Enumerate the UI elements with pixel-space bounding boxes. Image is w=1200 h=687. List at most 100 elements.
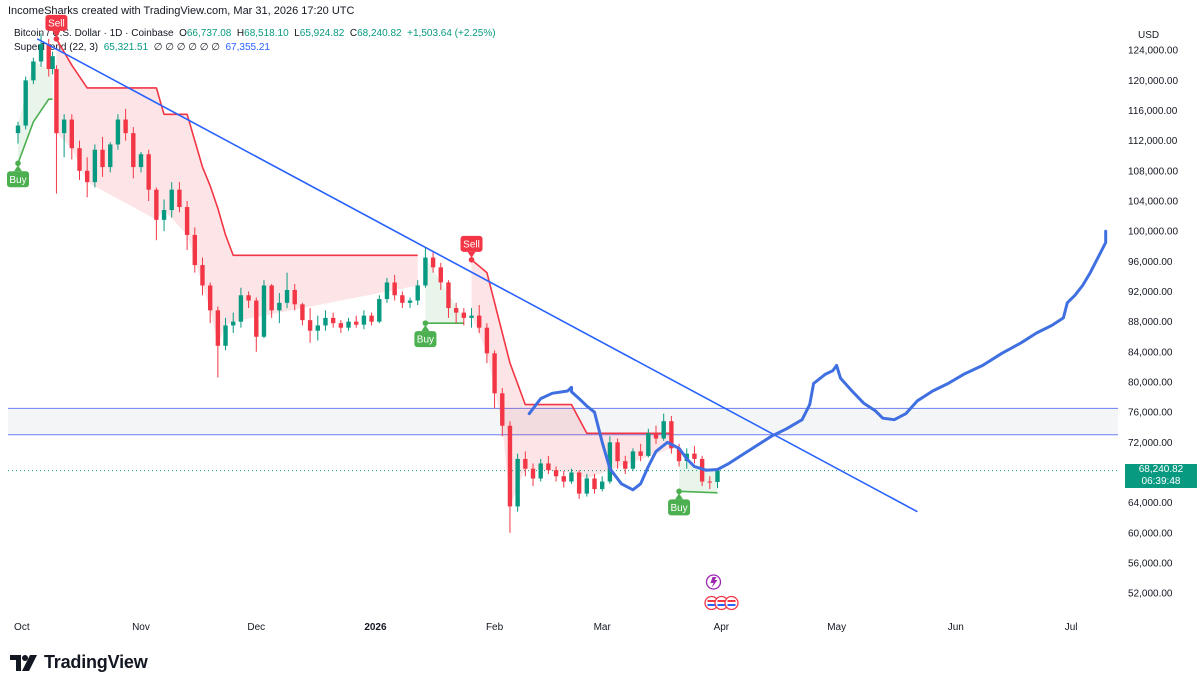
candle-body-65 xyxy=(507,425,513,507)
candle-body-42 xyxy=(330,317,336,324)
indicator-placeholders: ∅ ∅ ∅ ∅ ∅ ∅ xyxy=(153,42,220,53)
alert-bolt-icon xyxy=(710,577,718,588)
signal-dot-1 xyxy=(53,36,60,42)
signal-box-2 xyxy=(414,331,437,348)
resistance-zone-layer xyxy=(8,407,1118,436)
candle-body-58 xyxy=(453,308,459,313)
y-tick-label-1: 56,000.00 xyxy=(1128,558,1173,569)
indicator-value-1: 65,321.51 xyxy=(103,42,149,53)
signal-dot-4 xyxy=(676,488,682,495)
candle-body-4 xyxy=(46,44,51,70)
tradingview-logo: TradingView xyxy=(10,652,148,673)
candle-body-69 xyxy=(538,463,543,479)
brand-name: TradingView xyxy=(44,652,148,672)
candle-body-48 xyxy=(377,299,382,322)
signal-label-0: Buy xyxy=(9,175,26,186)
signal-dot-0 xyxy=(15,160,21,167)
candle-body-10 xyxy=(84,170,90,183)
candle-body-31 xyxy=(246,295,251,301)
candle-body-15 xyxy=(123,119,128,134)
candle-body-87 xyxy=(676,448,682,462)
trendline xyxy=(36,38,918,513)
candle-body-52 xyxy=(407,300,413,303)
candle-body-18 xyxy=(146,154,151,190)
y-tick-label-5: 72,000.00 xyxy=(1128,438,1173,449)
candle-body-77 xyxy=(599,481,605,490)
candle-body-34 xyxy=(269,285,274,311)
candle-body-51 xyxy=(400,295,405,303)
candle-body-74 xyxy=(576,472,582,494)
candle-body-27 xyxy=(215,310,221,346)
candle-body-39 xyxy=(307,320,313,331)
candle-body-56 xyxy=(438,267,443,283)
high-label: H xyxy=(236,28,245,39)
candle-body-49 xyxy=(384,282,390,300)
y-tick-label-15: 112,000.00 xyxy=(1128,136,1178,147)
candle-body-44 xyxy=(346,321,351,328)
signal-pointer-3 xyxy=(467,251,476,258)
signal-label-2: Buy xyxy=(417,335,434,346)
candle-body-50 xyxy=(392,282,397,296)
y-tick-label-9: 88,000.00 xyxy=(1128,317,1173,328)
signal-dot-2 xyxy=(422,320,429,326)
symbol-name[interactable]: Bitcoin / U.S. Dollar · 1D · Coinbase xyxy=(14,28,174,39)
candle-body-70 xyxy=(546,463,551,471)
y-tick-label-0: 52,000.00 xyxy=(1128,589,1173,600)
supertrend-line-1 xyxy=(55,38,418,257)
candle-body-1 xyxy=(23,80,28,126)
symbol-legend[interactable]: Bitcoin / U.S. Dollar · 1D · Coinbase O6… xyxy=(14,28,496,39)
candle-body-30 xyxy=(238,295,244,322)
candle-body-72 xyxy=(561,476,566,482)
candle-body-2 xyxy=(31,61,36,81)
candle-body-13 xyxy=(108,144,113,168)
signal-dot-3 xyxy=(468,257,475,263)
currency-label[interactable]: USD xyxy=(1138,30,1160,41)
candle-body-25 xyxy=(200,265,205,286)
trendline-layer xyxy=(36,38,918,513)
indicator-name[interactable]: SuperTrend (22, 3) xyxy=(14,42,99,53)
candle-body-61 xyxy=(477,315,482,328)
y-tick-label-3: 64,000.00 xyxy=(1128,498,1173,509)
candle-body-62 xyxy=(484,327,490,354)
candle-body-53 xyxy=(415,285,420,301)
event-flag-icon-2 xyxy=(724,595,739,611)
candle-body-17 xyxy=(138,154,144,168)
resistance-zone xyxy=(8,408,1118,435)
open-value: 66,737.08 xyxy=(186,28,232,39)
x-tick-label-6: Apr xyxy=(714,622,730,633)
x-tick-label-3: 2026 xyxy=(364,622,387,633)
candle-body-63 xyxy=(492,353,497,394)
y-tick-label-17: 120,000.00 xyxy=(1128,76,1178,87)
signal-box-4 xyxy=(668,499,691,516)
signal-pointer-2 xyxy=(421,325,430,332)
open-label: O xyxy=(179,28,187,39)
supertrend-line-4 xyxy=(679,490,718,494)
candle-body-89 xyxy=(692,453,697,459)
candle-body-28 xyxy=(223,325,228,346)
supertrend-fill-0 xyxy=(18,56,53,164)
candle-body-81 xyxy=(630,451,636,469)
candle-body-83 xyxy=(646,433,651,456)
signal-box-0 xyxy=(7,171,29,188)
signal-pointer-4 xyxy=(675,493,684,500)
candle-body-79 xyxy=(615,442,620,462)
time-axis: Oct Nov Dec 2026 Feb Mar Apr May Jun Jul xyxy=(14,622,1077,633)
candle-body-37 xyxy=(292,289,297,305)
x-tick-label-5: Mar xyxy=(594,622,612,633)
y-tick-label-12: 100,000.00 xyxy=(1128,227,1178,238)
candle-body-0 xyxy=(15,125,21,134)
event-flag-stripe-b-0 xyxy=(707,604,716,606)
candle-body-60 xyxy=(469,315,474,318)
indicator-legend[interactable]: SuperTrend (22, 3) 65,321.51 ∅ ∅ ∅ ∅ ∅ ∅… xyxy=(14,42,270,53)
candle-body-14 xyxy=(115,119,121,145)
candle-body-54 xyxy=(423,257,428,286)
candle-body-85 xyxy=(661,421,666,439)
countdown-tag: 06:39:48 xyxy=(1125,475,1197,488)
signal-pointer-1 xyxy=(52,30,61,37)
event-flag-stripe-2 xyxy=(727,600,736,602)
candle-body-5 xyxy=(50,56,55,70)
candle-body-40 xyxy=(315,325,320,331)
supertrend-line-0 xyxy=(17,98,53,164)
candle-body-12 xyxy=(100,149,105,168)
